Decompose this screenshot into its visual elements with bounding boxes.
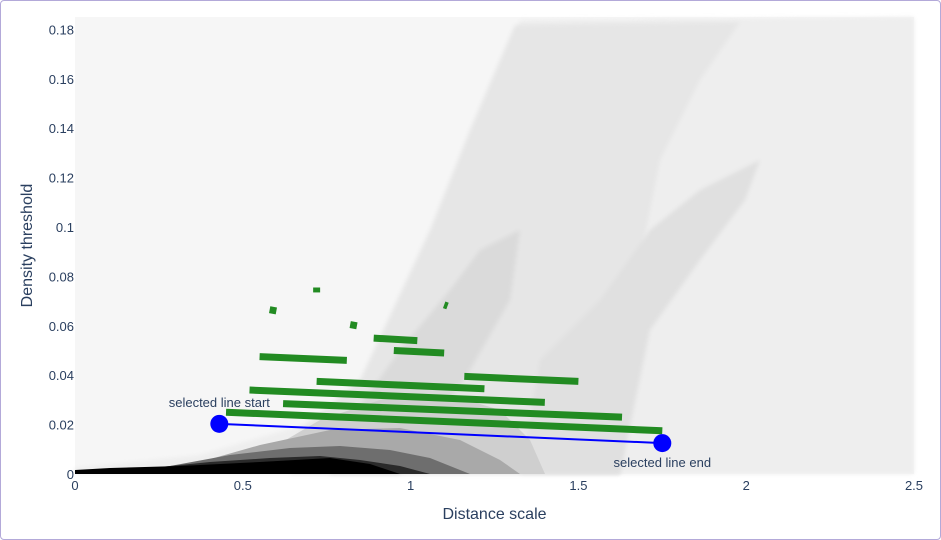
y-tick-label: 0.02: [49, 418, 74, 433]
segment-line: [349, 321, 358, 330]
x-tick-label: 0.5: [234, 478, 252, 493]
y-tick-label: 0.12: [49, 171, 74, 186]
heatmap-band: [520, 160, 760, 474]
segment-line: [442, 301, 449, 310]
y-tick-label: 0.1: [56, 220, 74, 235]
selected-line-layer: selected line start selected line end: [169, 395, 711, 470]
segment-line: [464, 372, 579, 385]
y-axis: 0 0.02 0.04 0.06 0.08 0.1 0.12 0.14 0.16 0.18: [49, 22, 74, 482]
y-tick-label: 0.06: [49, 319, 74, 334]
segment-line: [373, 334, 418, 345]
segment-line: [259, 353, 347, 364]
y-tick-label: 0.14: [49, 121, 74, 136]
x-axis: 0 0.5 1 1.5 2 2.5: [71, 478, 923, 493]
selected-line-end-label: selected line end: [614, 455, 712, 470]
x-tick-label: 1: [407, 478, 414, 493]
heatmap-band: [75, 458, 400, 474]
y-tick-label: 0.08: [49, 269, 74, 284]
density-heatmap: [75, 17, 914, 474]
segment-line: [249, 386, 545, 406]
selected-line-start-handle[interactable]: [210, 414, 229, 433]
selected-line[interactable]: [219, 422, 663, 445]
x-tick-label: 2.5: [905, 478, 923, 493]
selected-line-start-label: selected line start: [169, 395, 271, 410]
segment-line: [269, 306, 277, 315]
segment-line: [393, 346, 445, 357]
segment-layer: [225, 287, 663, 435]
segment-line: [225, 408, 663, 435]
x-tick-label: 2: [743, 478, 750, 493]
x-axis-title: Distance scale: [442, 506, 546, 523]
y-tick-label: 0: [67, 467, 74, 482]
selected-line-end-handle[interactable]: [653, 434, 672, 453]
y-axis-title: Density threshold: [19, 184, 36, 308]
y-tick-label: 0.04: [49, 368, 74, 383]
x-tick-label: 0: [71, 478, 78, 493]
y-tick-label: 0.18: [49, 22, 74, 37]
x-tick-label: 1.5: [569, 478, 587, 493]
segment-line: [282, 400, 623, 421]
segment-line: [316, 377, 485, 393]
y-tick-label: 0.16: [49, 72, 74, 87]
